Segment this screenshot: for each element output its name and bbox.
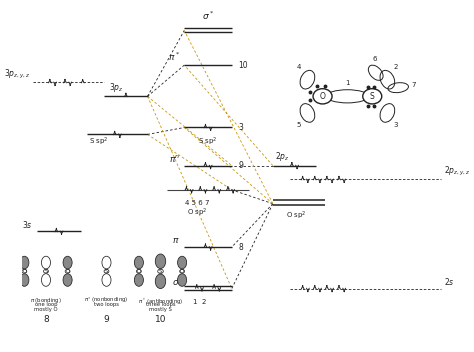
- Text: O sp$^2$: O sp$^2$: [286, 210, 306, 222]
- Circle shape: [44, 269, 48, 273]
- Ellipse shape: [155, 254, 166, 269]
- Text: $\pi^n$: $\pi^n$: [169, 153, 180, 164]
- Text: 1  2: 1 2: [193, 299, 206, 305]
- Text: 10: 10: [155, 315, 166, 323]
- Text: two loops: two loops: [94, 302, 119, 307]
- Text: O: O: [319, 92, 326, 101]
- Text: $3s$: $3s$: [22, 219, 33, 230]
- Ellipse shape: [20, 274, 29, 286]
- Text: $\pi^*$: $\pi^*$: [168, 51, 180, 63]
- Text: mostly S: mostly S: [149, 307, 172, 312]
- Text: $\pi^{\circ}$ (nonbonding): $\pi^{\circ}$ (nonbonding): [84, 296, 128, 306]
- Text: 9: 9: [238, 161, 243, 170]
- Ellipse shape: [102, 256, 111, 269]
- Circle shape: [65, 269, 70, 273]
- Text: $3p_z$: $3p_z$: [109, 81, 123, 94]
- Text: O: O: [65, 269, 70, 274]
- Text: mostly O: mostly O: [34, 307, 58, 312]
- Text: 1: 1: [345, 80, 350, 86]
- Ellipse shape: [134, 256, 144, 269]
- Circle shape: [137, 269, 141, 273]
- Text: 7: 7: [411, 82, 416, 88]
- Text: 5: 5: [297, 122, 301, 128]
- Circle shape: [363, 89, 382, 104]
- Text: three loops: three loops: [146, 302, 175, 307]
- Text: $2p_z$: $2p_z$: [275, 150, 290, 163]
- Text: S: S: [44, 269, 48, 274]
- Ellipse shape: [178, 256, 187, 269]
- Text: $\pi$: $\pi$: [173, 236, 180, 245]
- Ellipse shape: [178, 274, 187, 286]
- Ellipse shape: [20, 256, 29, 269]
- Text: O sp$^2$: O sp$^2$: [187, 207, 208, 219]
- Text: 4 5 6 7: 4 5 6 7: [185, 200, 210, 206]
- Text: 6: 6: [372, 56, 377, 62]
- Text: 9: 9: [104, 315, 109, 323]
- Text: one loop: one loop: [35, 302, 57, 307]
- Text: 8: 8: [43, 315, 49, 323]
- Text: S: S: [370, 92, 374, 101]
- Text: S: S: [159, 269, 162, 274]
- Text: 4: 4: [297, 64, 301, 70]
- Ellipse shape: [134, 274, 144, 286]
- Ellipse shape: [41, 274, 51, 286]
- Text: 2: 2: [394, 64, 398, 70]
- Text: 3: 3: [238, 123, 243, 132]
- Text: $3p_{z,y,z}$: $3p_{z,y,z}$: [4, 68, 30, 81]
- Ellipse shape: [41, 256, 51, 269]
- Circle shape: [158, 269, 163, 274]
- Circle shape: [313, 89, 332, 104]
- Text: 3: 3: [394, 122, 398, 128]
- Ellipse shape: [63, 256, 72, 269]
- Text: O: O: [180, 269, 184, 274]
- Text: S sp$^2$: S sp$^2$: [89, 136, 109, 149]
- Circle shape: [180, 269, 184, 273]
- Text: $2p_{z,y,z}$: $2p_{z,y,z}$: [444, 165, 470, 178]
- Text: O: O: [22, 269, 27, 274]
- Text: 8: 8: [238, 243, 243, 252]
- Text: $\pi$ (bonding): $\pi$ (bonding): [30, 296, 62, 305]
- Text: O: O: [137, 269, 141, 274]
- Ellipse shape: [63, 274, 72, 286]
- Circle shape: [22, 269, 27, 273]
- Text: $2s$: $2s$: [444, 276, 454, 287]
- Text: S sp$^2$: S sp$^2$: [198, 136, 218, 149]
- Text: $\sigma^*$: $\sigma^*$: [202, 10, 214, 22]
- Circle shape: [104, 269, 109, 273]
- Ellipse shape: [102, 274, 111, 286]
- Text: $\sigma$: $\sigma$: [172, 278, 180, 287]
- Text: 10: 10: [238, 61, 248, 70]
- Text: S: S: [105, 269, 108, 274]
- Text: $\pi^*$ (antibonding): $\pi^*$ (antibonding): [138, 296, 183, 307]
- Ellipse shape: [155, 274, 166, 289]
